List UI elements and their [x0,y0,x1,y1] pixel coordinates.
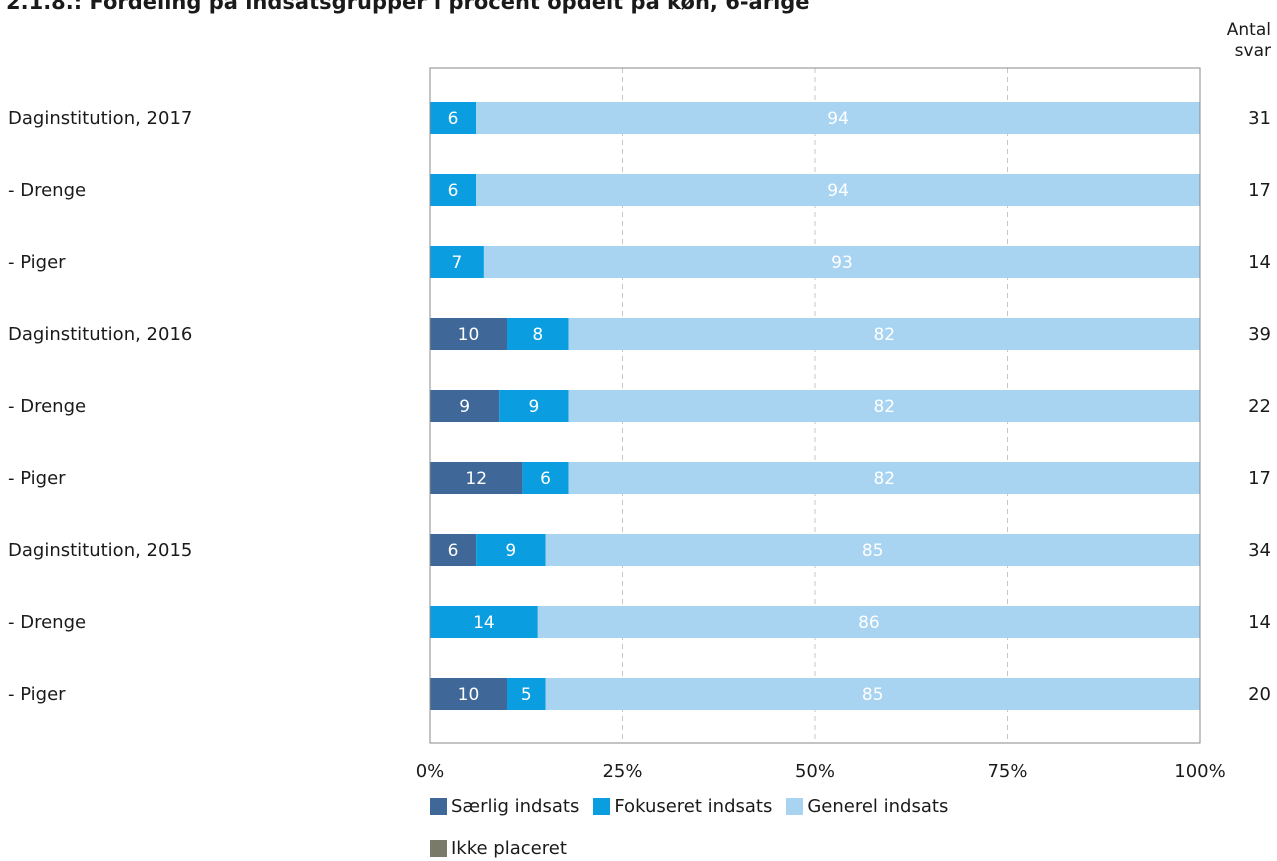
category-label: - Piger [8,468,66,489]
data-label-generel: 82 [873,397,895,417]
data-label-fokuseret: 9 [505,541,516,561]
legend-row-1: Særlig indsats Fokuseret indsats Generel… [430,796,962,817]
category-label: - Piger [8,252,66,273]
bar-segment-fokuseret [507,318,569,350]
data-label-saerlig: 10 [458,685,480,705]
bar-segment-fokuseret [499,390,569,422]
legend-label-ikke: Ikke placeret [451,838,567,859]
bar-segment-fokuseret [507,678,546,710]
response-count: 17 [1248,468,1271,489]
data-label-generel: 82 [873,325,895,345]
legend-swatch-fokuseret [593,798,611,815]
legend-label-saerlig: Særlig indsats [451,796,580,817]
data-label-saerlig: 6 [448,541,459,561]
response-count: 17 [1248,180,1271,201]
x-tick-label: 75% [987,761,1027,780]
legend-item-generel: Generel indsats [786,796,948,817]
bar-segment-generel [545,678,1200,710]
response-count: 31 [1248,108,1271,129]
bar-segment-generel [537,606,1200,638]
data-label-fokuseret: 7 [452,253,463,273]
legend-item-saerlig: Særlig indsats [430,796,579,817]
legend-label-generel: Generel indsats [807,796,949,817]
response-count: 39 [1248,324,1271,345]
data-label-fokuseret: 8 [532,325,543,345]
category-label: Daginstitution, 2015 [8,540,192,561]
legend-label-fokuseret: Fokuseret indsats [614,796,773,817]
data-label-fokuseret: 6 [448,109,459,129]
bar-segment-generel [545,534,1200,566]
bar-segment-saerlig [430,318,507,350]
response-count: 22 [1248,396,1271,417]
bar-segment-saerlig [430,390,500,422]
bar-segment-generel [568,318,1200,350]
bar-segment-generel [476,174,1200,206]
x-tick-label: 25% [602,761,642,780]
data-label-generel: 85 [862,541,884,561]
count-column-header: Antal svar [1226,20,1271,61]
data-label-generel: 86 [858,613,880,633]
bar-segment-generel [476,102,1200,134]
bar-segment-generel [483,246,1200,278]
legend-item-ikke: Ikke placeret [430,838,567,859]
response-count: 20 [1248,684,1271,705]
bar-segment-saerlig [430,534,477,566]
bar-segment-fokuseret [430,102,477,134]
x-tick-label: 0% [416,761,445,780]
bar-segment-fokuseret [522,462,569,494]
bar-segment-saerlig [430,678,507,710]
bar-segment-fokuseret [476,534,546,566]
bar-segment-saerlig [430,462,523,494]
plot-frame [429,67,1201,744]
data-label-saerlig: 12 [465,469,487,489]
legend-swatch-saerlig [430,798,447,815]
data-label-generel: 85 [862,685,884,705]
data-label-generel: 94 [827,181,849,201]
legend-item-fokuseret: Fokuseret indsats [593,796,772,817]
category-label: Daginstitution, 2016 [8,324,192,345]
chart-title: 2.1.8.: Fordeling på indsatsgrupper i pr… [6,0,810,14]
category-label: - Drenge [8,612,86,633]
bar-segment-generel [568,390,1200,422]
data-label-fokuseret: 14 [473,613,495,633]
category-label: Daginstitution, 2017 [8,108,192,129]
response-count: 14 [1248,252,1271,273]
data-label-saerlig: 9 [459,397,470,417]
response-count: 14 [1248,612,1271,633]
category-label: - Drenge [8,396,86,417]
bar-segment-fokuseret [430,174,477,206]
data-label-generel: 82 [873,469,895,489]
x-tick-label: 50% [795,761,835,780]
bar-segment-fokuseret [430,606,538,638]
category-label: - Piger [8,684,66,705]
data-label-fokuseret: 5 [521,685,532,705]
data-label-fokuseret: 6 [448,181,459,201]
legend-swatch-generel [786,798,804,815]
legend-swatch-ikke [430,840,447,857]
response-count: 34 [1248,540,1271,561]
data-label-fokuseret: 9 [529,397,540,417]
data-label-saerlig: 10 [458,325,480,345]
x-tick-label: 100% [1174,761,1225,780]
data-label-generel: 93 [831,253,853,273]
data-label-generel: 94 [827,109,849,129]
bar-segment-fokuseret [430,246,484,278]
stacked-bar-chart: 6 94 Daginstitution, 2017 31 6 94 - Drenge 17 7 9… [8,67,1271,780]
category-label: - Drenge [8,180,86,201]
data-label-fokuseret: 6 [540,469,551,489]
bar-segment-generel [568,462,1200,494]
legend-row-2: Ikke placeret [430,838,581,859]
